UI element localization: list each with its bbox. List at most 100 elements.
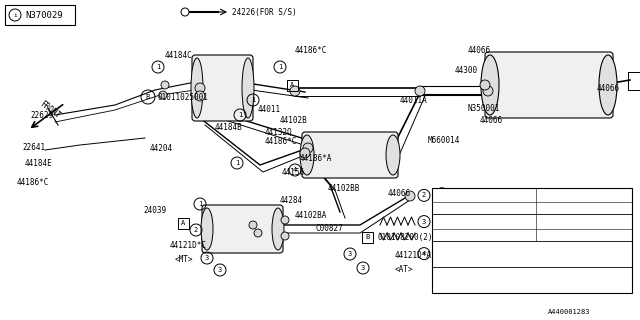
Text: B: B xyxy=(146,94,150,100)
Circle shape xyxy=(303,143,313,153)
Text: ( -04MY0303): ( -04MY0303) xyxy=(539,216,584,221)
Text: 2: 2 xyxy=(422,192,426,198)
FancyBboxPatch shape xyxy=(485,52,613,118)
Ellipse shape xyxy=(201,208,213,250)
Text: N350001: N350001 xyxy=(468,103,500,113)
Text: 1: 1 xyxy=(278,64,282,70)
Text: 2: 2 xyxy=(194,227,198,233)
Text: 44186*C: 44186*C xyxy=(17,178,49,187)
Circle shape xyxy=(480,80,490,90)
FancyBboxPatch shape xyxy=(302,132,398,178)
Text: B: B xyxy=(365,234,369,240)
Text: 44102B: 44102B xyxy=(280,116,308,124)
Text: (MT): (MT) xyxy=(492,255,507,260)
Text: C00827: C00827 xyxy=(316,223,344,233)
Text: 44284: 44284 xyxy=(280,196,303,204)
Text: 44132Q: 44132Q xyxy=(265,127,292,137)
Text: A: A xyxy=(181,220,185,226)
Text: 44121D*A: 44121D*A xyxy=(395,251,432,260)
Text: 1: 1 xyxy=(238,112,242,118)
Text: 22690*A: 22690*A xyxy=(442,245,468,250)
Text: (04MY0304-  ): (04MY0304- ) xyxy=(539,196,588,202)
Text: 4: 4 xyxy=(422,251,426,257)
Text: 3: 3 xyxy=(348,251,352,257)
Text: 3: 3 xyxy=(205,255,209,261)
Text: B: B xyxy=(440,216,444,221)
Text: 44184B: 44184B xyxy=(215,123,243,132)
Text: 44121D*C: 44121D*C xyxy=(170,241,207,250)
Text: 012510250(1): 012510250(1) xyxy=(450,216,495,221)
Circle shape xyxy=(249,221,257,229)
Text: 1: 1 xyxy=(198,201,202,207)
Text: 44204: 44204 xyxy=(150,143,173,153)
Text: 1: 1 xyxy=(251,97,255,103)
Text: <MT>: <MT> xyxy=(175,254,193,263)
Circle shape xyxy=(281,216,289,224)
Text: 44186*A: 44186*A xyxy=(300,154,332,163)
Circle shape xyxy=(195,91,205,101)
Text: 3: 3 xyxy=(361,265,365,271)
FancyBboxPatch shape xyxy=(202,205,283,253)
Ellipse shape xyxy=(599,55,617,115)
Ellipse shape xyxy=(386,135,400,175)
Ellipse shape xyxy=(191,58,203,118)
Ellipse shape xyxy=(272,208,284,250)
Bar xyxy=(177,218,189,228)
Text: 1: 1 xyxy=(156,64,160,70)
Text: FRONT: FRONT xyxy=(38,100,62,121)
Ellipse shape xyxy=(481,55,499,115)
Text: ( -04MY0303): ( -04MY0303) xyxy=(539,190,584,195)
Text: 24226(FOR S/S): 24226(FOR S/S) xyxy=(232,7,297,17)
Circle shape xyxy=(300,148,310,158)
Circle shape xyxy=(483,86,493,96)
Text: 44066: 44066 xyxy=(468,45,491,54)
Text: 010108200(2): 010108200(2) xyxy=(378,233,433,242)
Bar xyxy=(362,231,372,243)
Ellipse shape xyxy=(300,135,314,175)
Circle shape xyxy=(405,191,415,201)
Text: 44102BB: 44102BB xyxy=(328,183,360,193)
Text: 22641: 22641 xyxy=(22,142,45,151)
Text: <AT>: <AT> xyxy=(395,265,413,274)
Text: 3: 3 xyxy=(218,267,222,273)
Circle shape xyxy=(281,232,289,240)
Text: 1: 1 xyxy=(235,160,239,166)
Text: 3: 3 xyxy=(422,219,426,225)
Bar xyxy=(5,5,75,25)
Text: 22690*C: 22690*C xyxy=(442,255,468,260)
Text: 44102BA: 44102BA xyxy=(295,211,328,220)
Text: M270008: M270008 xyxy=(442,196,468,202)
Text: 44066: 44066 xyxy=(480,116,503,124)
Text: 44066: 44066 xyxy=(597,84,620,92)
Text: N370029: N370029 xyxy=(25,11,63,20)
Text: 011308400(2): 011308400(2) xyxy=(450,190,495,195)
Circle shape xyxy=(159,91,167,99)
Text: 44156: 44156 xyxy=(282,167,305,177)
Text: 44066: 44066 xyxy=(388,188,411,197)
Text: 44184C: 44184C xyxy=(165,51,193,60)
Circle shape xyxy=(195,83,205,93)
Circle shape xyxy=(254,229,262,237)
Text: 01011025001: 01011025001 xyxy=(158,92,209,101)
Text: (04MY0304-  ): (04MY0304- ) xyxy=(539,223,588,228)
Text: B: B xyxy=(440,190,444,195)
Bar xyxy=(628,72,640,90)
Text: M250076: M250076 xyxy=(442,223,468,228)
Circle shape xyxy=(161,81,169,89)
Text: i: i xyxy=(13,12,17,18)
Circle shape xyxy=(415,86,425,96)
Text: 24039: 24039 xyxy=(143,205,166,214)
Text: (S/S): (S/S) xyxy=(492,245,511,250)
Text: M660014: M660014 xyxy=(428,135,460,145)
Text: A440001283: A440001283 xyxy=(547,309,590,315)
Text: 44186*C: 44186*C xyxy=(295,45,328,54)
Circle shape xyxy=(290,86,300,96)
Text: 44011: 44011 xyxy=(258,105,281,114)
Text: 44300: 44300 xyxy=(455,66,478,75)
Bar xyxy=(432,188,632,293)
Text: A: A xyxy=(290,82,294,88)
Text: 4: 4 xyxy=(293,167,297,173)
Ellipse shape xyxy=(242,58,254,118)
Text: 22629: 22629 xyxy=(30,110,53,119)
FancyBboxPatch shape xyxy=(192,55,253,121)
